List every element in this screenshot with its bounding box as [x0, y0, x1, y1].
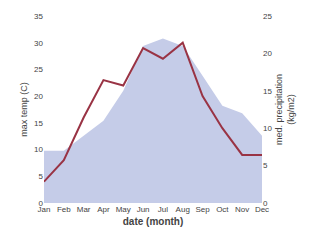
svg-text:15: 15 [34, 119, 43, 128]
svg-text:Apr: Apr [97, 205, 110, 214]
svg-text:15: 15 [263, 87, 272, 96]
svg-text:med. precipitation(kg/m2): med. precipitation(kg/m2) [274, 74, 296, 145]
svg-text:Sep: Sep [195, 205, 210, 214]
svg-text:30: 30 [34, 39, 43, 48]
svg-text:25: 25 [263, 12, 272, 21]
svg-text:25: 25 [34, 65, 43, 74]
svg-text:Jun: Jun [137, 205, 150, 214]
svg-text:10: 10 [34, 145, 43, 154]
svg-text:5: 5 [263, 161, 268, 170]
svg-text:Aug: Aug [176, 205, 190, 214]
svg-text:Jan: Jan [38, 205, 51, 214]
svg-text:0: 0 [39, 199, 44, 208]
svg-text:Nov: Nov [235, 205, 249, 214]
svg-text:Mar: Mar [77, 205, 91, 214]
svg-text:0: 0 [263, 199, 268, 208]
svg-text:35: 35 [34, 12, 43, 21]
svg-text:max temp (C): max temp (C) [19, 82, 29, 137]
svg-text:5: 5 [39, 172, 44, 181]
svg-text:May: May [116, 205, 131, 214]
svg-text:20: 20 [263, 49, 272, 58]
svg-text:date (month): date (month) [123, 216, 184, 227]
svg-text:Dec: Dec [255, 205, 269, 214]
svg-text:10: 10 [263, 124, 272, 133]
svg-text:Jul: Jul [158, 205, 168, 214]
svg-text:Feb: Feb [57, 205, 71, 214]
svg-text:Oct: Oct [216, 205, 229, 214]
svg-text:20: 20 [34, 92, 43, 101]
